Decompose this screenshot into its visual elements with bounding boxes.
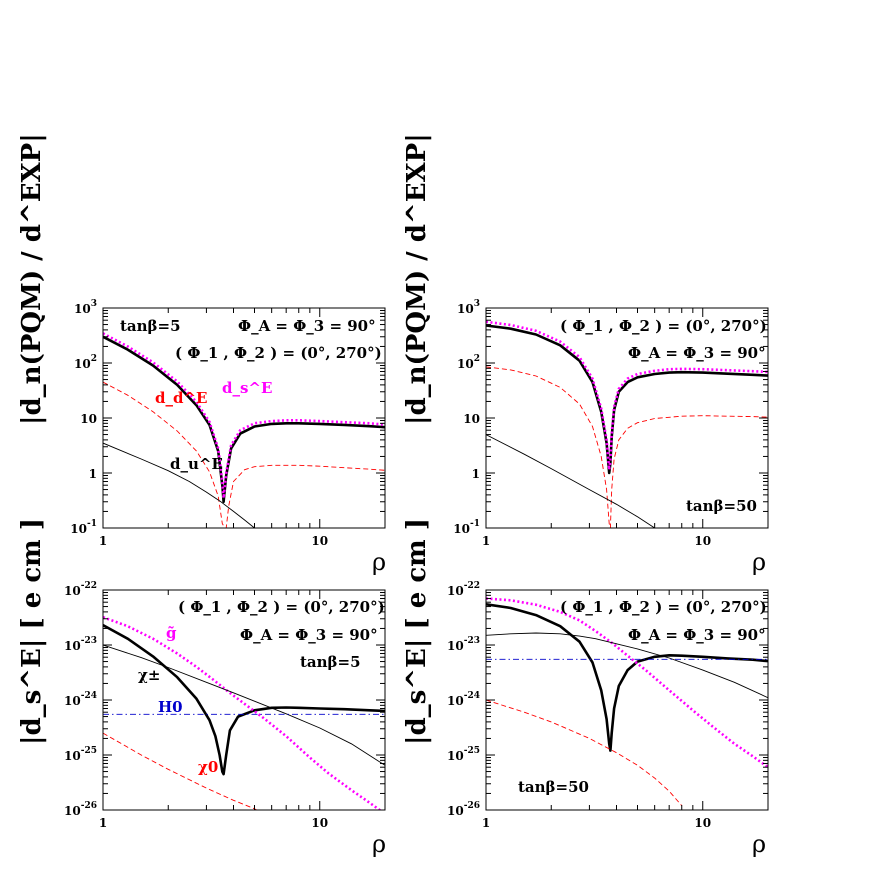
y-tick-label: 10-25 [64,746,97,763]
annotation-phi12-bottom-left: ( Φ_1 , Φ_2 ) = (0°, 270°) [178,598,385,616]
y-tick-label: 10-23 [64,636,97,653]
x-tick-label: 1 [99,816,107,830]
y-tick-label: 10-24 [64,691,97,708]
x-tick-label: 10 [311,816,328,830]
annotation-phiA-top-right: Φ_A = Φ_3 = 90° [628,344,766,362]
curve-label-du: d_u^E [170,455,223,473]
y-tick-label: 10-26 [447,801,480,818]
annotation-tanb-top-left: tanβ=5 [120,317,181,335]
plot-frame [102,589,386,811]
x-tick-label: 1 [99,534,107,548]
x-tick-label: 10 [694,816,711,830]
x-tick-label: 1 [482,534,490,548]
series-line-thin [103,442,255,528]
x-tick-label: 10 [694,534,711,548]
y-tick-label: 10-22 [447,581,480,598]
xlabel-bottom-left: ρ [372,830,386,858]
curve-label-higgs: H0 [158,698,183,716]
series-line-thick [103,335,385,504]
panel-bottom-left: 1 10 10-26 10-25 10-24 10-23 10-22 [64,581,386,830]
x-tick-label: 1 [482,816,490,830]
y-tick-label: 10-24 [447,691,480,708]
series-line-dotted [103,332,385,500]
series-line-thick [486,603,768,752]
curve-label-neutralino: χ0 [198,758,218,776]
annotation-phi12-bottom-right: ( Φ_1 , Φ_2 ) = (0°, 270°) [560,598,767,616]
series-line-thin [103,644,385,766]
series-line-dashed [103,381,385,528]
annotation-phiA-bottom-left: Φ_A = Φ_3 = 90° [240,626,378,644]
annotation-tanb-bottom-left: tanβ=5 [300,653,361,671]
y-tick-label: 10-25 [447,746,480,763]
annotation-phi12-top-right: ( Φ_1 , Φ_2 ) = (0°, 270°) [560,317,767,335]
xlabel-top-left: ρ [372,548,386,576]
ylabel-top-left: |d_n(PQM) / d^EXP| [17,133,47,425]
series-line-dashed [486,699,683,806]
y-tick-label: 10-22 [64,581,97,598]
series-line-thick [103,623,385,776]
y-tick-label: 103 [74,299,97,316]
series-group [103,615,385,810]
y-tick-label: 102 [74,354,97,371]
x-tick-label: 10 [311,534,328,548]
y-tick-label: 10 [80,412,97,426]
y-tick-label: 1 [472,467,480,481]
series-group [103,332,385,528]
y-tick-label: 103 [457,299,480,316]
series-group [486,597,768,806]
series-line-thin [486,632,768,699]
panel-bottom-right: 1 10 10-26 10-25 10-24 10-23 10-22 [447,581,769,830]
ylabel-bottom-right: |d_s^E| [ e cm ] [402,518,432,745]
ylabel-bottom-left: |d_s^E| [ e cm ] [17,518,47,745]
annotation-tanb-bottom-right: tanβ=50 [518,778,589,796]
annotation-phi12-top-left: ( Φ_1 , Φ_2 ) = (0°, 270°) [175,344,382,362]
curve-label-dd: d_d^E [155,389,207,407]
y-tick-label: 1 [89,467,97,481]
plot-frame [102,307,386,529]
xlabel-bottom-right: ρ [752,830,766,858]
series-group [486,320,768,528]
y-tick-label: 10-23 [447,636,480,653]
xlabel-top-right: ρ [752,548,766,576]
y-tick-label: 10-1 [70,519,97,536]
plot-frame [485,307,769,529]
ylabel-top-right: |d_n(PQM) / d^EXP| [402,133,432,425]
series-line-dashed [103,732,258,810]
y-tick-label: 102 [457,354,480,371]
curve-label-gluino: g̃ [166,624,177,642]
y-tick-label: 10-26 [64,801,97,818]
y-tick-label: 10-1 [453,519,480,536]
annotation-phiA-top-left: Φ_A = Φ_3 = 90° [238,317,376,335]
plot-frame [485,589,769,811]
curve-label-ds: d_s^E [222,379,272,397]
curve-label-chargino: χ± [138,666,160,684]
series-line-dotted [103,615,382,810]
series-line-dotted [486,597,768,769]
series-line-thin [486,434,655,528]
annotation-phiA-bottom-right: Φ_A = Φ_3 = 90° [628,626,766,644]
y-tick-label: 10 [463,412,480,426]
annotation-tanb-top-right: tanβ=50 [686,497,757,515]
